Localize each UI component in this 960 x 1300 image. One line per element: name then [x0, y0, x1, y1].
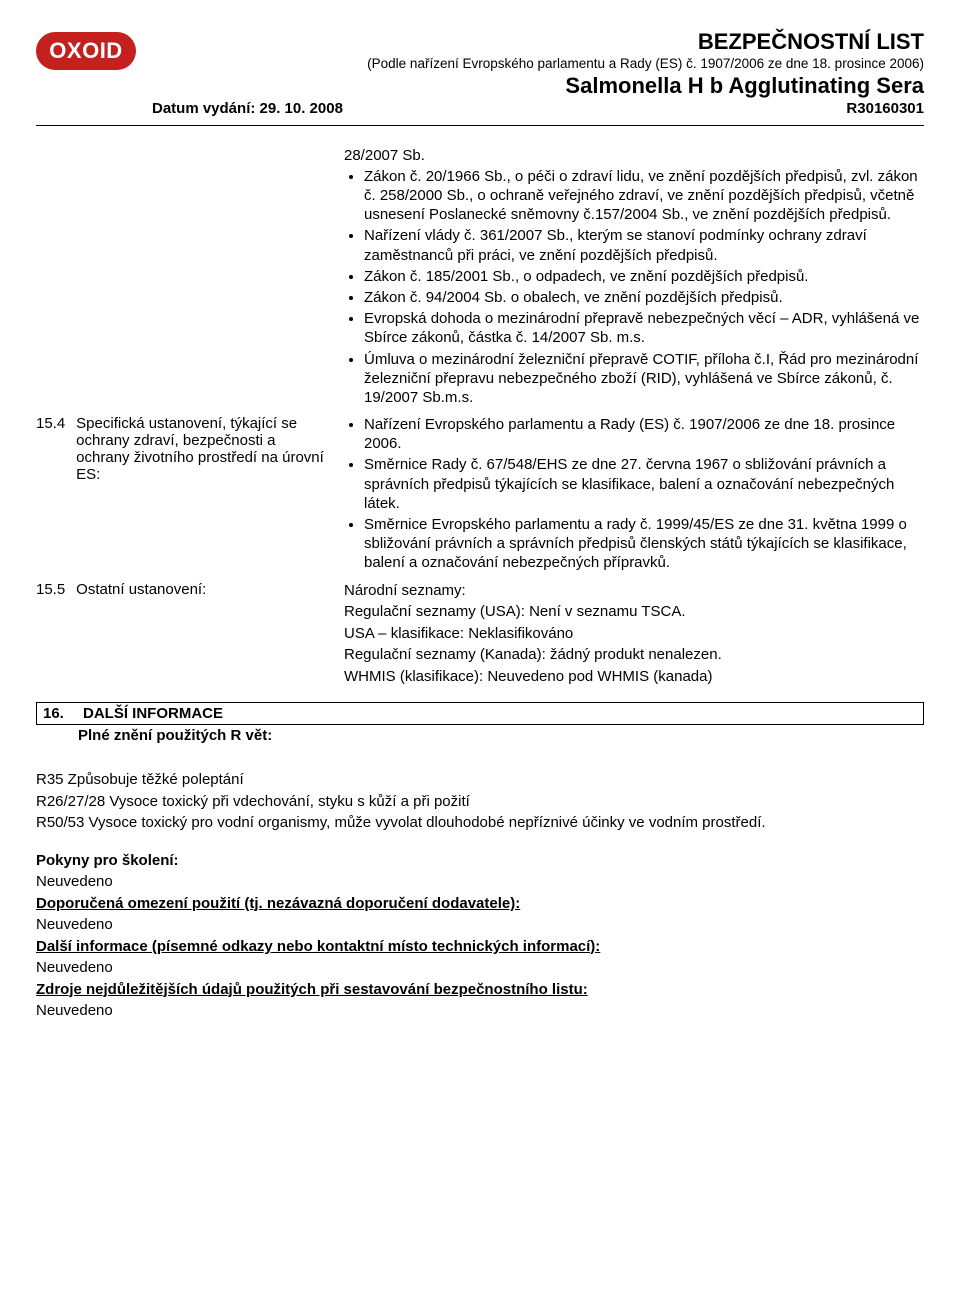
- document-header: OXOID BEZPEČNOSTNÍ LIST (Podle nařízení …: [36, 28, 924, 126]
- list-item: Nařízení vlády č. 361/2007 Sb., kterým s…: [364, 226, 924, 264]
- section-15-5: 15.5 Ostatní ustanovení: Národní seznamy…: [36, 581, 924, 689]
- list-item: Úmluva o mezinárodní železniční přepravě…: [364, 350, 924, 408]
- continuation-block: 28/2007 Sb. Zákon č. 20/1966 Sb., o péči…: [36, 146, 924, 409]
- section-16-subheading: Plné znění použitých R vět:: [36, 727, 924, 744]
- header-code: R30160301: [846, 100, 924, 119]
- footer-heading: Doporučená omezení použití (tj. nezávazn…: [36, 894, 924, 914]
- footer-heading: Zdroje nejdůležitějších údajů použitých …: [36, 980, 924, 1000]
- header-subtitle: (Podle nařízení Evropského parlamentu a …: [152, 56, 924, 73]
- brand-logo-text: OXOID: [49, 38, 122, 64]
- spacer: [36, 756, 924, 770]
- footer-body: Neuvedeno: [36, 915, 924, 935]
- section-15-4-bullets: Nařízení Evropského parlamentu a Rady (E…: [344, 415, 924, 573]
- continuation-content: 28/2007 Sb. Zákon č. 20/1966 Sb., o péči…: [344, 146, 924, 409]
- section-15-5-label-col: 15.5 Ostatní ustanovení:: [36, 581, 336, 598]
- page: OXOID BEZPEČNOSTNÍ LIST (Podle nařízení …: [0, 0, 960, 1063]
- list-item: Zákon č. 20/1966 Sb., o péči o zdraví li…: [364, 167, 924, 225]
- footer-body: Neuvedeno: [36, 1001, 924, 1021]
- text-line: USA – klasifikace: Neklasifikováno: [344, 624, 924, 644]
- r-phrase: R35 Způsobuje těžké poleptání: [36, 770, 924, 790]
- text-line: Regulační seznamy (Kanada): žádný produk…: [344, 645, 924, 665]
- list-item: Směrnice Rady č. 67/548/EHS ze dne 27. č…: [364, 455, 924, 513]
- section-15-4-label-col: 15.4 Specifická ustanovení, týkající se …: [36, 415, 336, 483]
- footer-body: Neuvedeno: [36, 958, 924, 978]
- r-phrases-block: R35 Způsobuje těžké poleptáníR26/27/28 V…: [36, 770, 924, 833]
- brand-logo: OXOID: [36, 32, 136, 70]
- footer-blocks: Pokyny pro školení:NeuvedenoDoporučená o…: [36, 851, 924, 1021]
- header-product: Salmonella H b Agglutinating Sera: [152, 72, 924, 100]
- section-15-4: 15.4 Specifická ustanovení, týkající se …: [36, 415, 924, 575]
- section-15-4-num: 15.4: [36, 415, 72, 432]
- r-phrase: R26/27/28 Vysoce toxický při vdechování,…: [36, 792, 924, 812]
- list-item: Nařízení Evropského parlamentu a Rady (E…: [364, 415, 924, 453]
- list-item: Směrnice Evropského parlamentu a rady č.…: [364, 515, 924, 573]
- continuation-bullets: Zákon č. 20/1966 Sb., o péči o zdraví li…: [344, 167, 924, 407]
- list-item: Zákon č. 94/2004 Sb. o obalech, ve znění…: [364, 288, 924, 307]
- section-16-heading: 16. DALŠÍ INFORMACE: [36, 702, 924, 725]
- footer-body: Neuvedeno: [36, 872, 924, 892]
- text-line: WHMIS (klasifikace): Neuvedeno pod WHMIS…: [344, 667, 924, 687]
- header-title: BEZPEČNOSTNÍ LIST: [152, 28, 924, 56]
- header-date: Datum vydání: 29. 10. 2008: [152, 100, 343, 119]
- continuation-preline: 28/2007 Sb.: [344, 146, 924, 165]
- header-date-row: Datum vydání: 29. 10. 2008 R30160301: [152, 100, 924, 119]
- list-item: Zákon č. 185/2001 Sb., o odpadech, ve zn…: [364, 267, 924, 286]
- section-15-4-label: Specifická ustanovení, týkající se ochra…: [76, 415, 328, 483]
- text-line: Regulační seznamy (USA): Není v seznamu …: [344, 602, 924, 622]
- section-15-5-content: Národní seznamy:Regulační seznamy (USA):…: [344, 581, 924, 689]
- footer-heading: Další informace (písemné odkazy nebo kon…: [36, 937, 924, 957]
- section-16-title: DALŠÍ INFORMACE: [83, 705, 223, 722]
- section-15-5-num: 15.5: [36, 581, 72, 598]
- list-item: Evropská dohoda o mezinárodní přepravě n…: [364, 309, 924, 347]
- spacer: [36, 835, 924, 851]
- section-15-5-label: Ostatní ustanovení:: [76, 581, 328, 598]
- r-phrase: R50/53 Vysoce toxický pro vodní organism…: [36, 813, 924, 833]
- section-15-4-content: Nařízení Evropského parlamentu a Rady (E…: [344, 415, 924, 575]
- text-line: Národní seznamy:: [344, 581, 924, 601]
- footer-heading: Pokyny pro školení:: [36, 851, 924, 871]
- section-16-num: 16.: [43, 705, 73, 722]
- header-text-block: BEZPEČNOSTNÍ LIST (Podle nařízení Evrops…: [152, 28, 924, 119]
